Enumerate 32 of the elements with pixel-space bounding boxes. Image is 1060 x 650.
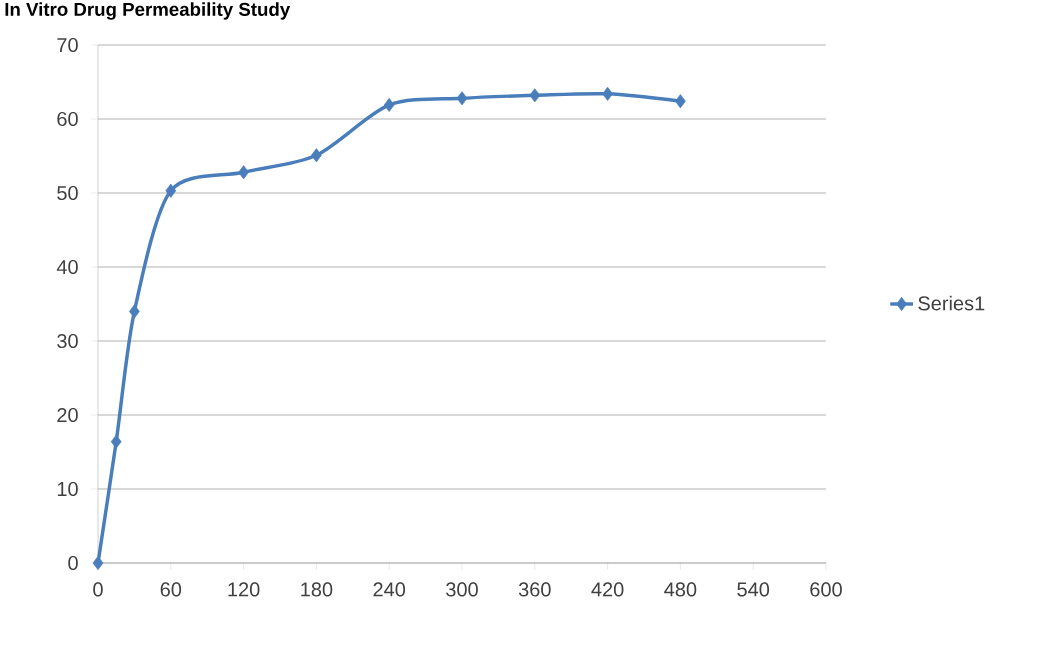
x-tick-label: 600: [810, 582, 842, 597]
x-tick-label: 120: [228, 582, 260, 597]
y-tick-label: 50: [57, 185, 78, 201]
y-tick-label: 60: [57, 111, 78, 127]
x-tick-label: 240: [373, 582, 406, 597]
x-tick-label: 0: [93, 582, 103, 597]
x-tick-label: 180: [301, 582, 333, 597]
legend-label: Series1: [918, 295, 985, 311]
point: [602, 86, 613, 101]
point: [165, 183, 177, 198]
point: [92, 555, 104, 571]
point: [383, 97, 395, 112]
x-tick-label: 540: [737, 582, 770, 597]
x-tick-label: 60: [160, 582, 182, 597]
point: [456, 91, 468, 106]
point: [129, 304, 140, 319]
y-tick-label: 10: [57, 481, 78, 497]
chart-title: In Vitro Drug Permeability Study: [5, 2, 291, 20]
x-tick-label: 480: [664, 582, 697, 597]
point: [311, 148, 322, 163]
point: [675, 94, 686, 109]
x-tick-label: 360: [518, 582, 551, 597]
y-tick-label: 70: [57, 37, 78, 53]
point: [238, 165, 249, 180]
x-tick-label: 300: [446, 582, 478, 597]
point: [110, 434, 122, 449]
y-tick-label: 30: [57, 333, 78, 349]
x-tick-label: 420: [591, 582, 624, 597]
y-tick-label: 40: [56, 259, 78, 275]
y-tick-label: 0: [68, 555, 78, 571]
point: [529, 88, 541, 103]
y-tick-label: 20: [57, 407, 78, 423]
